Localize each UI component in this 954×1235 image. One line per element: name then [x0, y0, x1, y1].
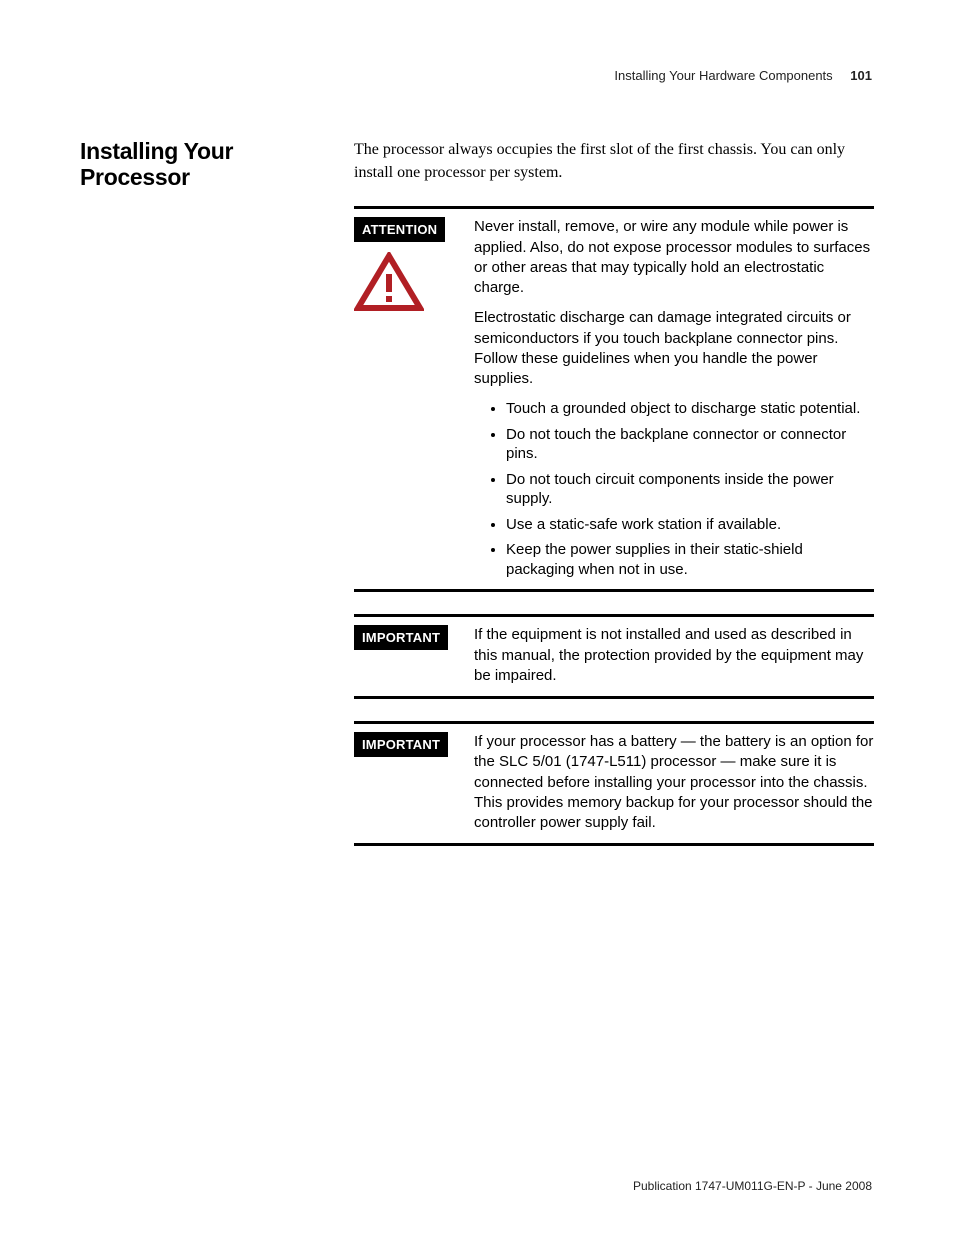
callout-paragraph: Electrostatic discharge can damage integ… — [474, 308, 874, 389]
callout-bullet-item: Do not touch circuit components inside t… — [506, 470, 874, 509]
callout-box: ATTENTION Never install, remove, or wire … — [354, 206, 874, 592]
callout-inner: IMPORTANT If the equipment is not install… — [354, 625, 874, 686]
intro-paragraph: The processor always occupies the first … — [354, 138, 874, 184]
callouts-container: ATTENTION Never install, remove, or wire … — [354, 206, 874, 846]
callout-label-column: ATTENTION — [354, 217, 452, 579]
callout-badge: IMPORTANT — [354, 625, 448, 650]
callout-box: IMPORTANT If your processor has a battery… — [354, 721, 874, 846]
callout-badge: IMPORTANT — [354, 732, 448, 757]
callout-bullet-item: Do not touch the backplane connector or … — [506, 425, 874, 464]
callout-bullet-item: Keep the power supplies in their static-… — [506, 540, 874, 579]
page-number: 101 — [850, 68, 872, 83]
publication-line: Publication 1747-UM011G-EN-P - June 2008 — [633, 1179, 872, 1193]
callout-bullet-list: Touch a grounded object to discharge sta… — [474, 399, 874, 579]
left-column: Installing Your Processor — [80, 138, 328, 846]
callout-inner: IMPORTANT If your processor has a battery… — [354, 732, 874, 833]
callout-label-column: IMPORTANT — [354, 732, 452, 833]
section-title: Installing Your Processor — [80, 138, 328, 191]
warning-triangle-icon — [354, 252, 424, 312]
right-column: The processor always occupies the first … — [354, 138, 874, 846]
callout-bullet-item: Touch a grounded object to discharge sta… — [506, 399, 874, 419]
callout-paragraph: If the equipment is not installed and us… — [474, 625, 874, 686]
chapter-title: Installing Your Hardware Components — [614, 68, 832, 83]
callout-paragraph: Never install, remove, or wire any modul… — [474, 217, 874, 298]
callout-box: IMPORTANT If the equipment is not install… — [354, 614, 874, 699]
running-header: Installing Your Hardware Components 101 — [614, 68, 872, 83]
callout-inner: ATTENTION Never install, remove, or wire … — [354, 217, 874, 579]
callout-body: If your processor has a battery — the ba… — [474, 732, 874, 833]
callout-badge: ATTENTION — [354, 217, 445, 242]
page: Installing Your Hardware Components 101 … — [0, 0, 954, 1235]
footer: Publication 1747-UM011G-EN-P - June 2008 — [633, 1179, 872, 1193]
callout-body: Never install, remove, or wire any modul… — [474, 217, 874, 579]
callout-label-column: IMPORTANT — [354, 625, 452, 686]
content-row: Installing Your Processor The processor … — [80, 138, 874, 846]
callout-body: If the equipment is not installed and us… — [474, 625, 874, 686]
callout-bullet-item: Use a static-safe work station if availa… — [506, 515, 874, 535]
callout-paragraph: If your processor has a battery — the ba… — [474, 732, 874, 833]
